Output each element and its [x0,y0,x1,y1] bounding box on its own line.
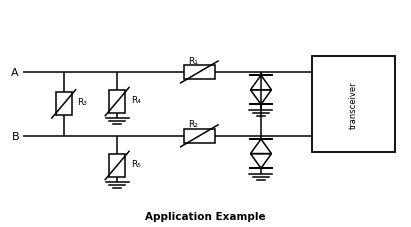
Text: A: A [12,68,19,78]
Bar [109,91,125,114]
Bar [109,154,125,177]
Text: Application Example: Application Example [145,211,266,221]
Text: B: B [12,131,19,141]
Bar [56,93,72,116]
Text: transceiver: transceiver [349,81,358,128]
Text: R₃: R₃ [77,98,87,107]
Text: R₂: R₂ [188,120,198,129]
Bar [312,57,395,152]
Text: R₅: R₅ [131,159,141,168]
Text: R₄: R₄ [131,95,141,104]
Bar [184,129,215,143]
Bar [184,66,215,79]
Text: R₁: R₁ [188,56,198,65]
